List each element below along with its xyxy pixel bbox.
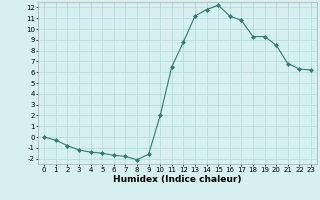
X-axis label: Humidex (Indice chaleur): Humidex (Indice chaleur) <box>113 175 242 184</box>
